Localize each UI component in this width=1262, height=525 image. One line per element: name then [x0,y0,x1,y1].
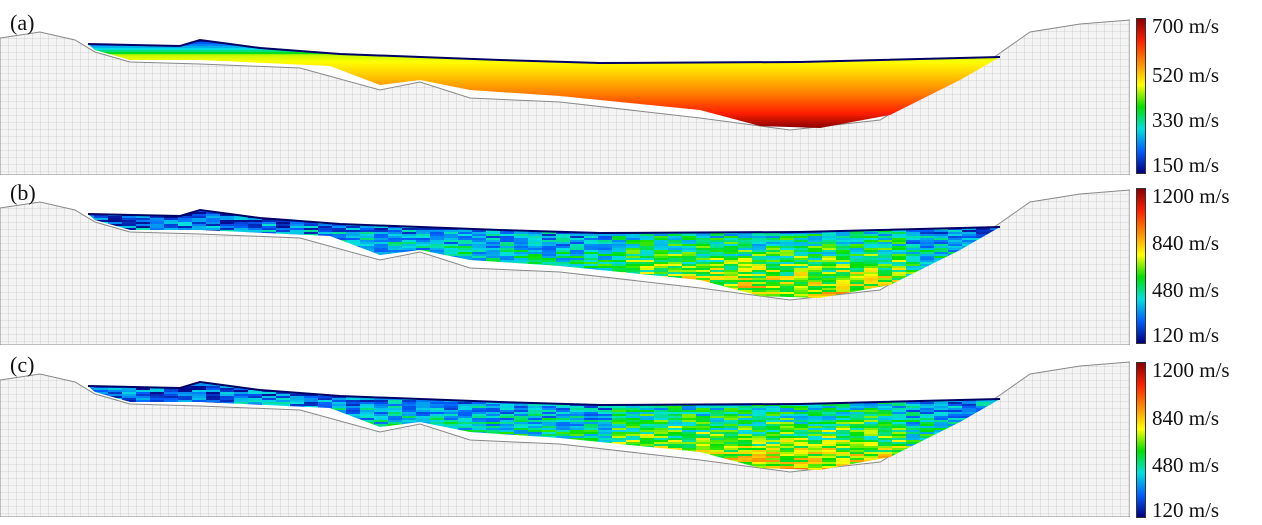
colorbar-tick-c-1: 840 m/s [1152,406,1220,430]
colorbar-tick-c-3: 120 m/s [1152,498,1220,522]
colorbar-c [1136,362,1146,518]
colorbar-b [1136,188,1146,344]
colorbar-tick-c-2: 480 m/s [1152,453,1220,477]
panel-c: (c) 1200 m/s 840 m/s 480 m/s 120 m/s [0,352,1262,522]
panel-a: (a) 700 m/s 520 m/s 330 m/s 150 m/s [0,10,1262,177]
panel-label-c: (c) [10,352,35,377]
panel-label-a: (a) [10,10,35,35]
mesh-domain [0,361,1130,517]
velocity-section-b [0,189,1130,345]
colorbar-tick-a-3: 150 m/s [1152,153,1220,177]
colorbar-tick-b-3: 120 m/s [1152,323,1220,347]
colorbar-tick-a-1: 520 m/s [1152,63,1220,87]
velocity-section-c [0,361,1130,517]
colorbar-tick-b-0: 1200 m/s [1152,184,1230,208]
mesh-domain [0,189,1130,345]
velocity-section-a [0,19,1130,175]
colorbar-tick-b-2: 480 m/s [1152,278,1220,302]
colorbar-tick-a-2: 330 m/s [1152,108,1220,132]
mesh-domain [0,19,1130,175]
colorbar-tick-c-0: 1200 m/s [1152,358,1230,382]
panel-label-b: (b) [10,180,36,205]
free-surface-line [87,380,1001,407]
colorbar-tick-a-0: 700 m/s [1152,14,1220,38]
free-surface-line [87,38,1001,65]
panel-b: (b) 1200 m/s 840 m/s 480 m/s 120 m/s [0,180,1262,347]
free-surface-line [87,208,1001,235]
colorbar-a [1136,18,1146,174]
colorbar-tick-b-1: 840 m/s [1152,231,1220,255]
